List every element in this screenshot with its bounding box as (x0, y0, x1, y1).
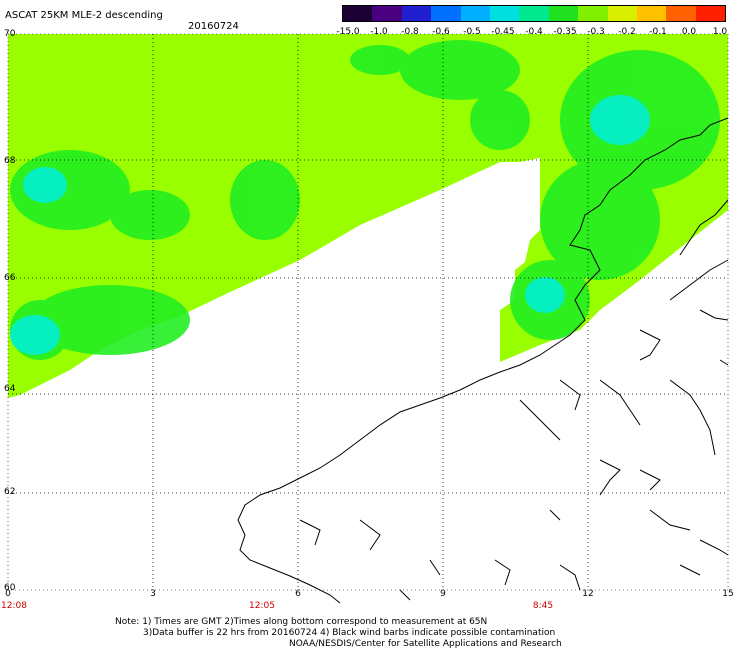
color-scale-label: -0.8 (401, 27, 419, 37)
y-tick-label: 62 (4, 487, 16, 497)
y-tick-label: 70 (4, 29, 16, 39)
color-scale-label: -0.4 (525, 27, 543, 37)
footnote-line: 3)Data buffer is 22 hrs from 20160724 4)… (143, 628, 556, 638)
x-tick-label: 9 (440, 589, 446, 599)
color-scale-label: -0.6 (432, 27, 450, 37)
time-label: 8:45 (532, 601, 554, 611)
color-scale-label: 1.0 (712, 27, 728, 37)
color-scale-label: -0.3 (587, 27, 605, 37)
x-tick-label: 12 (582, 589, 594, 599)
map-date: 20160724 (188, 21, 239, 32)
y-tick-label: 66 (4, 273, 16, 283)
x-tick-label: 3 (150, 589, 156, 599)
color-scale-segment (578, 6, 608, 21)
color-scale-label: -15.0 (336, 27, 360, 37)
color-scale-label: -0.45 (491, 27, 515, 37)
footnotes: Note: 1) Times are GMT 2)Times along bot… (115, 617, 562, 650)
y-tick-label: 68 (4, 156, 16, 166)
swath-cyan-patches (10, 95, 650, 355)
grid-lines (8, 34, 728, 590)
y-tick-label: 64 (4, 384, 16, 394)
x-tick-label: 15 (722, 589, 734, 599)
coastline (237, 117, 729, 604)
color-scale-segment (372, 6, 402, 21)
time-label: 12:05 (249, 601, 275, 611)
color-scale-segment (607, 6, 637, 21)
x-tick-label: 6 (295, 589, 301, 599)
color-scale-segment (636, 6, 667, 21)
color-scale-segment (489, 6, 520, 21)
color-scale-bar (342, 5, 726, 22)
color-scale-segment (519, 6, 549, 21)
map-title: ASCAT 25KM MLE-2 descending (5, 10, 163, 21)
footnote-line: Note: 1) Times are GMT 2)Times along bot… (115, 617, 488, 627)
color-scale-segment (666, 6, 696, 21)
color-scale-segment (548, 6, 579, 21)
color-scale-label: -0.5 (463, 27, 481, 37)
time-label: 12:08 (1, 601, 27, 611)
color-scale-segment (695, 6, 726, 21)
color-scale-segment (401, 6, 432, 21)
color-scale-label: -0.35 (553, 27, 577, 37)
color-scale-label: 0.0 (681, 27, 697, 37)
y-tick-label: 60 (4, 583, 16, 593)
color-scale-label: -1.0 (370, 27, 388, 37)
map-frame (7, 33, 729, 591)
x-tick-label: 0 (5, 589, 11, 599)
color-scale-segment (460, 6, 490, 21)
color-scale-segment (431, 6, 461, 21)
color-scale-segment (343, 6, 373, 21)
footnote-line: NOAA/NESDIS/Center for Satellite Applica… (289, 639, 562, 649)
color-scale-label: -0.2 (618, 27, 636, 37)
color-scale-label: -0.1 (649, 27, 667, 37)
